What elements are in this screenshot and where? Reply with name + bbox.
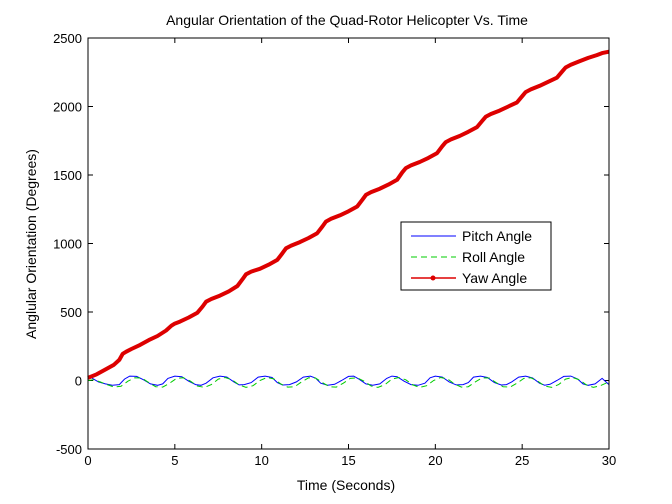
y-tick-label: -500: [56, 442, 82, 457]
legend-marker-yaw-angle: [430, 275, 436, 281]
x-tick-label: 0: [84, 453, 91, 468]
y-tick-label: 2500: [53, 31, 82, 46]
legend: Pitch Angle Roll Angle Yaw Angle: [400, 221, 552, 291]
axes-frame: [87, 37, 610, 450]
series-line-roll-angle: [87, 376, 610, 388]
y-tick-label: 0: [75, 374, 82, 389]
series-line-yaw-angle: [87, 49, 610, 380]
y-axis-label: Anglular Orientation (Degrees): [23, 149, 39, 339]
legend-label-pitch-angle: Pitch Angle: [462, 228, 532, 244]
x-tick-label: 10: [254, 453, 268, 468]
y-tick-label: 500: [60, 305, 82, 320]
x-tick-label: 5: [171, 453, 178, 468]
x-tick-label: 25: [515, 453, 529, 468]
series-layer: [87, 49, 610, 388]
y-tick-label: 2000: [53, 100, 82, 115]
x-axis-label: Time (Seconds): [297, 477, 395, 493]
legend-label-yaw-angle: Yaw Angle: [462, 270, 527, 286]
legend-label-roll-angle: Roll Angle: [462, 249, 525, 265]
x-tick-label: 15: [341, 453, 355, 468]
x-tick-label: 30: [602, 453, 616, 468]
y-tick-label: 1500: [53, 168, 82, 183]
chart-title: Angular Orientation of the Quad-Rotor He…: [166, 12, 528, 28]
series-line-pitch-angle: [87, 375, 610, 386]
y-tick-label: 1000: [53, 237, 82, 252]
x-tick-label: 20: [428, 453, 442, 468]
